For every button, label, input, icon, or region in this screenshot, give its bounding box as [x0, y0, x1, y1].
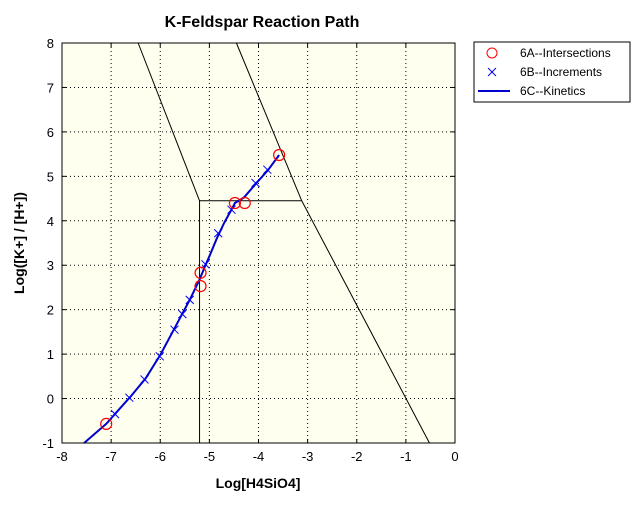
- legend-label-kinetics: 6C--Kinetics: [520, 84, 585, 98]
- increment-point: [262, 165, 272, 175]
- legend-label-intersections: 6A--Intersections: [520, 46, 611, 60]
- grid: [62, 43, 455, 443]
- y-tick-label: 6: [47, 125, 54, 140]
- chart-title: K-Feldspar Reaction Path: [165, 14, 360, 31]
- x-tick-label: -4: [253, 449, 265, 464]
- x-tick-label: -6: [154, 449, 166, 464]
- x-tick-label: -1: [400, 449, 412, 464]
- phase-boundary-line: [235, 42, 303, 201]
- x-tick-label: -8: [56, 449, 68, 464]
- phase-boundary-line: [301, 200, 430, 444]
- y-tick-label: 4: [47, 214, 54, 229]
- y-axis-label: Log([K+] / [H+]): [11, 192, 27, 294]
- legend-label-increments: 6B--Increments: [520, 65, 602, 79]
- intersection-point: [194, 280, 207, 293]
- increment-point: [251, 178, 260, 188]
- increment-point: [178, 309, 187, 319]
- y-tick-label: -1: [42, 436, 54, 451]
- x-axis-ticks: -8 -7 -6 -5 -4 -3 -2 -1 0: [56, 43, 459, 464]
- x-tick-label: -7: [105, 449, 117, 464]
- y-tick-label: 0: [47, 392, 54, 407]
- x-tick-label: -5: [204, 449, 216, 464]
- x-tick-label: 0: [451, 449, 458, 464]
- increment-point: [124, 393, 134, 403]
- x-axis-label: Log[H4SiO4]: [216, 475, 301, 491]
- y-tick-label: 1: [47, 347, 54, 362]
- y-tick-label: 2: [47, 303, 54, 318]
- x-tick-label: -2: [351, 449, 363, 464]
- intersection-point: [273, 148, 286, 162]
- increment-point: [227, 205, 236, 215]
- increment-point: [185, 295, 195, 305]
- x-tick-label: -3: [302, 449, 314, 464]
- y-tick-label: 5: [47, 169, 54, 184]
- increment-point: [110, 409, 120, 419]
- series-layer: [83, 148, 286, 444]
- increment-point: [170, 325, 179, 335]
- increment-point: [140, 375, 149, 384]
- legend-marker-intersections: [486, 47, 498, 59]
- increment-point: [213, 228, 223, 238]
- intersection-point: [238, 196, 251, 210]
- intersection-point: [100, 417, 113, 430]
- y-tick-label: 7: [47, 80, 54, 95]
- y-tick-label: 8: [47, 36, 54, 51]
- increment-point: [155, 351, 165, 361]
- legend-marker-increments: [487, 67, 497, 77]
- y-tick-label: 3: [47, 258, 54, 273]
- intersection-point: [194, 266, 207, 279]
- phase-boundary-line: [137, 42, 201, 201]
- increment-point: [201, 259, 210, 269]
- intersection-point: [228, 196, 242, 210]
- phase-boundaries: [137, 42, 430, 444]
- y-axis-ticks: -1 0 1 2 3 4 5 6 7 8: [42, 36, 455, 451]
- legend: 6A--Intersections 6B--Increments 6C--Kin…: [473, 41, 631, 103]
